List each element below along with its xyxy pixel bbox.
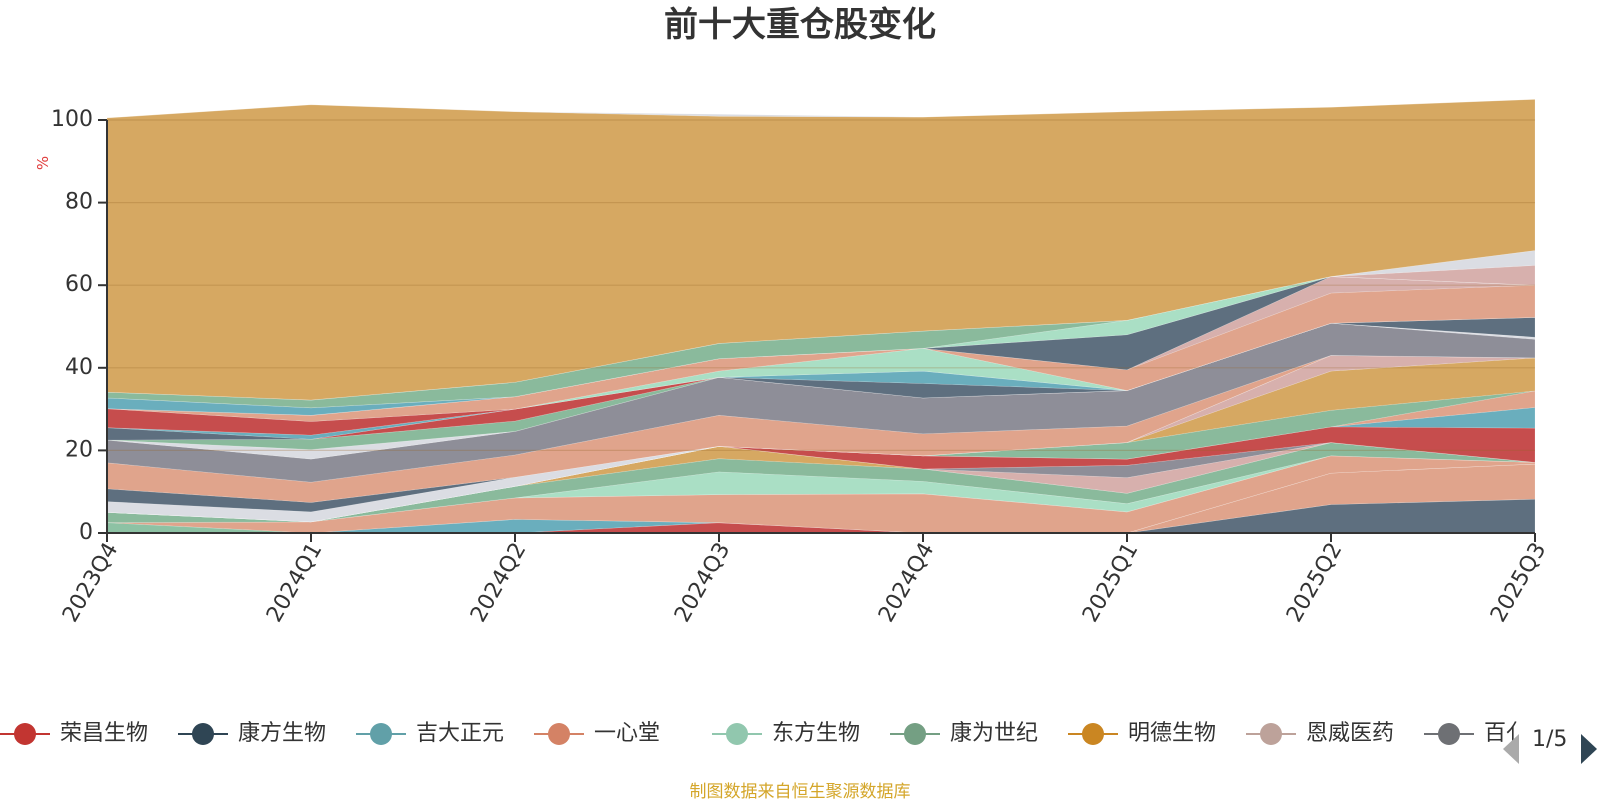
area-series-38 (106, 99, 1536, 401)
legend-page-indicator: 1/5 (1532, 727, 1567, 752)
legend-marker-icon (370, 723, 392, 745)
area-series-14 (106, 407, 1536, 523)
y-tick-label: 40 (65, 355, 93, 380)
legend: 荣昌生物 康方生物 吉大正元 一心堂 东方生物 康为世纪 明德生物 恩威医药 百亻 (0, 721, 1528, 746)
legend-pager: 1/5 (1503, 727, 1597, 764)
area-series-13 (106, 426, 1536, 523)
legend-label: 明德生物 (1128, 721, 1216, 746)
x-tick-label: 2025Q2 (1282, 539, 1347, 627)
area-series-17 (106, 357, 1536, 523)
legend-label: 一心堂 (594, 721, 660, 746)
next-page-icon[interactable] (1581, 734, 1597, 764)
y-tick-label: 0 (79, 520, 93, 545)
legend-marker-icon (14, 723, 36, 745)
legend-item[interactable]: 恩威医药 (1246, 721, 1394, 746)
x-tick-label: 2023Q4 (58, 539, 123, 627)
legend-label: 百亻 (1484, 721, 1528, 746)
legend-item[interactable]: 东方生物 (712, 721, 860, 746)
chart-title: 前十大重仓股变化 (664, 5, 936, 45)
area-layers (106, 99, 1536, 534)
area-series-9 (106, 442, 1536, 523)
area-series-39 (106, 99, 1536, 119)
legend-item[interactable]: 康为世纪 (890, 721, 1038, 746)
legend-marker-icon (904, 723, 926, 745)
legend-label: 荣昌生物 (60, 721, 148, 746)
prev-page-icon[interactable] (1503, 734, 1519, 764)
legend-marker-icon (1260, 723, 1282, 745)
legend-label: 康为世纪 (950, 721, 1038, 746)
legend-marker-icon (1082, 723, 1104, 745)
y-tick-label: 60 (65, 272, 93, 297)
x-tick-label: 2024Q4 (874, 539, 939, 627)
legend-item[interactable]: 一心堂 (534, 721, 660, 746)
legend-label: 吉大正元 (416, 721, 504, 746)
gridlines (107, 119, 1535, 451)
y-tick-label: 20 (65, 437, 93, 462)
legend-marker-icon (548, 723, 570, 745)
y-axis-label: % (34, 156, 52, 170)
x-tick-label: 2024Q3 (670, 539, 735, 627)
legend-item[interactable]: 百亻 (1424, 721, 1528, 746)
legend-item[interactable]: 荣昌生物 (0, 721, 148, 746)
y-tick-label: 100 (51, 107, 93, 132)
legend-label: 东方生物 (772, 721, 860, 746)
legend-label: 恩威医药 (1306, 721, 1394, 746)
legend-marker-icon (1438, 723, 1460, 745)
x-tick-label: 2024Q1 (262, 539, 327, 627)
area-series-6 (106, 455, 1536, 534)
x-tick-label: 2025Q1 (1078, 539, 1143, 627)
legend-item[interactable]: 康方生物 (178, 721, 326, 746)
legend-item[interactable]: 明德生物 (1068, 721, 1216, 746)
area-series-30 (106, 284, 1536, 422)
x-tick-label: 2024Q2 (466, 539, 531, 627)
y-tick-label: 80 (65, 190, 93, 215)
legend-marker-icon (726, 723, 748, 745)
x-tick-label: 2025Q3 (1486, 539, 1551, 627)
legend-marker-icon (192, 723, 214, 745)
legend-item[interactable]: 吉大正元 (356, 721, 504, 746)
area-series-15 (106, 390, 1536, 523)
data-source-note: 制图数据来自恒生聚源数据库 (689, 782, 911, 802)
area-series-3 (107, 463, 1536, 534)
legend-label: 康方生物 (238, 721, 326, 746)
